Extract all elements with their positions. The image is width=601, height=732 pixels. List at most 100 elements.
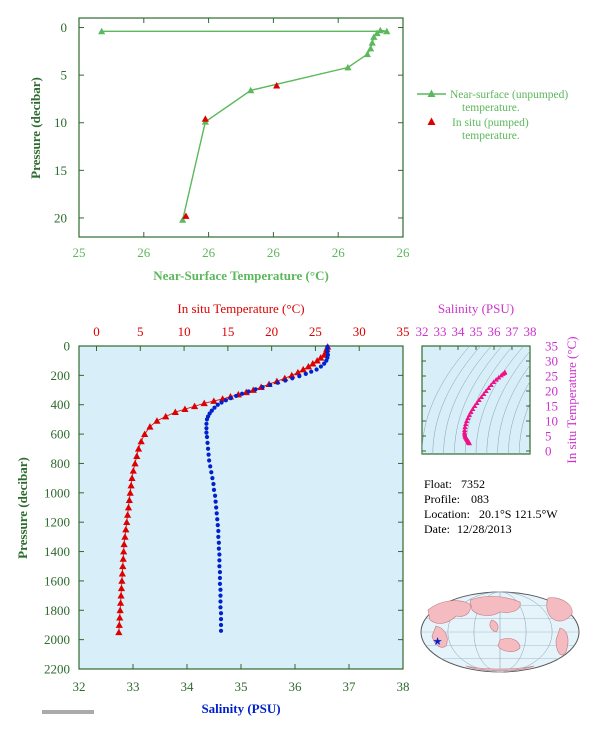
salinity-point (223, 398, 228, 403)
ts-point (474, 400, 480, 405)
salinity-tick-label: 35 (235, 679, 248, 694)
legend-label-unpumped-line1: Near-surface (unpumped) (450, 89, 568, 101)
salinity-point (318, 364, 324, 369)
pressure-tick-label: 2000 (44, 632, 70, 647)
salinity-point (303, 371, 308, 376)
landmass-north-america (546, 597, 573, 622)
salinity-point (218, 587, 223, 592)
salinity-tick-label: 32 (73, 679, 86, 694)
unpumped-temperature-point (363, 50, 371, 58)
salinity-point (219, 400, 224, 405)
density-contour-line (508, 380, 530, 454)
ts-point (496, 374, 502, 380)
salinity-point (212, 493, 218, 498)
temperature-point (200, 399, 208, 407)
pressure-tick-label: 2200 (44, 662, 70, 677)
world-map: ★ (420, 591, 580, 673)
salinity-point (215, 523, 220, 528)
density-contour-line (454, 346, 503, 454)
temperature-point (133, 452, 141, 459)
landmass-asia (469, 596, 521, 616)
temperature-point (116, 606, 124, 614)
pumped-temperature-point (182, 212, 190, 219)
pressure-tick-label: 1800 (44, 603, 70, 618)
ts-point (470, 406, 476, 411)
near-surface-x-axis-label: Near-Surface Temperature (°C) (153, 268, 329, 283)
near-surface-plot-frame (78, 17, 404, 238)
ts-point (486, 385, 492, 390)
salinity-point (204, 430, 209, 435)
temperature-point (299, 365, 307, 373)
density-contour-line (443, 346, 492, 454)
ts-point (463, 421, 469, 426)
temperature-point (120, 547, 128, 555)
salinity-point (215, 517, 220, 522)
salinity-tick-label: 38 (397, 679, 410, 694)
ts-temperature-tick-label: 25 (545, 369, 558, 384)
salinity-point (324, 358, 329, 363)
temperature-point (313, 357, 321, 364)
ts-salinity-axis-label: Salinity (PSU) (438, 301, 514, 316)
profile-pressure-axis-label: Pressure (decibar) (15, 457, 30, 559)
salinity-tick-label: 33 (127, 679, 140, 694)
salinity-point (207, 458, 212, 463)
unpumped-temperature-point (383, 27, 391, 35)
ts-temperature-tick-label: 0 (545, 444, 552, 459)
salinity-point (215, 402, 220, 407)
density-contour-line (518, 402, 530, 454)
ts-point (488, 382, 494, 387)
pressure-tick-label: 1200 (44, 515, 70, 530)
landmass-australia (497, 638, 521, 652)
near-surface-x-tick-label: 26 (332, 245, 346, 260)
temperature-point (125, 496, 133, 504)
salinity-point (325, 346, 330, 352)
legend-marker-pumped (427, 117, 436, 125)
landmass-south-america (555, 627, 569, 656)
temperature-tick-label: 25 (309, 324, 322, 339)
temperature-point (210, 397, 218, 404)
profile-value: 083 (471, 492, 489, 506)
salinity-point (322, 361, 327, 366)
salinity-point (216, 540, 221, 545)
ts-salinity-tick-label: 37 (506, 324, 520, 339)
ts-point (466, 412, 472, 417)
near-surface-y-tick-label: 0 (61, 20, 68, 35)
salinity-point (218, 593, 223, 598)
ts-temperature-axis-label: In situ Temperature (°C) (564, 336, 579, 463)
temperature-point (134, 445, 143, 452)
legend-marker-unpumped (427, 89, 436, 97)
temperature-point (288, 371, 296, 379)
unpumped-temperature-point (373, 29, 381, 37)
pressure-tick-label: 800 (51, 456, 71, 471)
salinity-point (216, 528, 221, 534)
near-surface-y-tick-label: 15 (54, 163, 67, 178)
salinity-point (217, 552, 222, 557)
salinity-point (253, 387, 258, 392)
temperature-point (131, 459, 139, 467)
ts-point (472, 403, 478, 408)
salinity-tick-label: 37 (343, 679, 357, 694)
location-value: 20.1°S 121.5°W (479, 507, 558, 521)
salinity-point (260, 385, 265, 390)
temperature-point (141, 430, 149, 437)
profile-pressure-ticks: 0 200 400 600 800 1000 1200 1400 1600 1800 2000 220… (44, 339, 403, 677)
near-surface-x-tick-label: 26 (137, 245, 151, 260)
ts-point (462, 427, 468, 432)
temperature-point (181, 405, 189, 413)
near-surface-y-tick-label: 5 (61, 68, 68, 83)
ts-point (464, 418, 470, 423)
temperature-point (124, 511, 132, 518)
ts-temperature-tick-label: 30 (545, 354, 558, 369)
unpumped-temperature-point (98, 27, 106, 35)
temperature-tick-label: 20 (265, 324, 278, 339)
figure-id-stamp (42, 710, 94, 714)
salinity-point (211, 487, 217, 492)
ts-point (478, 394, 484, 399)
salinity-point (210, 476, 215, 481)
salinity-point (246, 389, 251, 394)
near-surface-x-ticks: 25 26 26 26 26 26 (73, 18, 410, 260)
ts-point (491, 379, 497, 384)
salinity-point (218, 616, 224, 622)
salinity-point (214, 511, 219, 516)
salinity-point (234, 393, 239, 399)
